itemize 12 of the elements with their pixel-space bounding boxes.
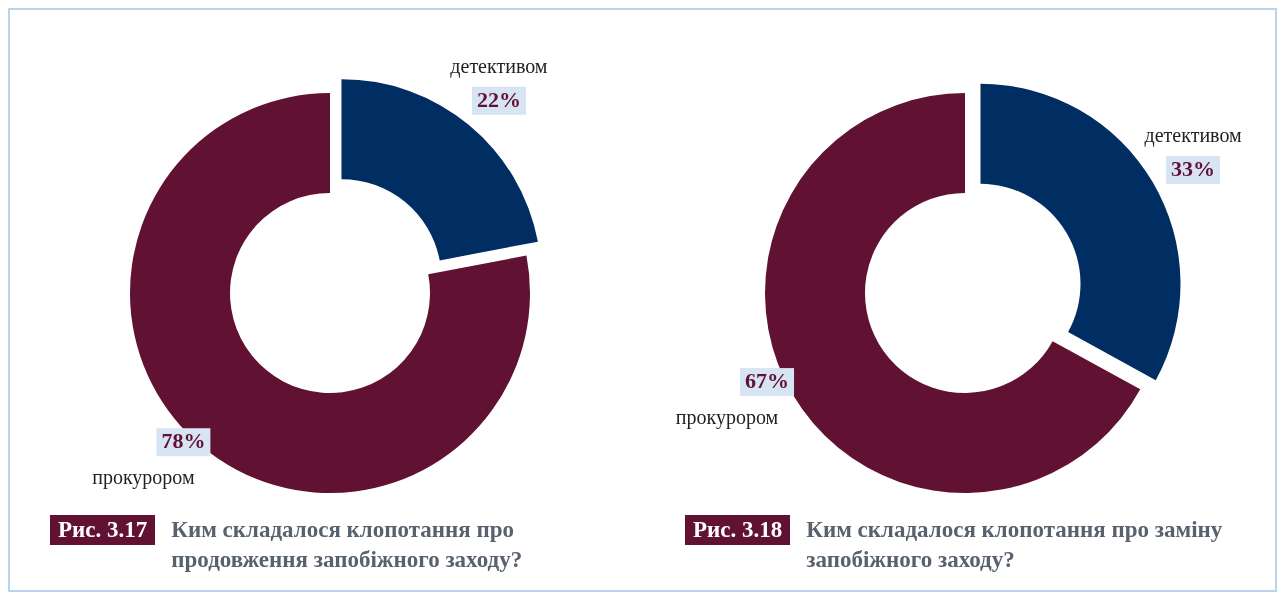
text: Рис. 3.17 — [50, 515, 156, 545]
text: Ким складалося клопотання про продовження запобіжного заходу? — [171, 516, 524, 574]
slice-label: прокурором — [675, 406, 779, 430]
slice-label: прокурором — [92, 466, 195, 490]
text: Рис. 3.18 — [685, 515, 791, 545]
text: Ким складалося клопотання про заміну запобіжного заходу? — [806, 516, 1224, 574]
data-label: 22% — [476, 86, 521, 112]
data-label: 78% — [161, 428, 206, 454]
slice-label: детективом — [1144, 124, 1243, 148]
data-label: 33% — [1171, 156, 1216, 182]
data-label: 67% — [745, 368, 790, 394]
slice-label: детективом — [450, 54, 548, 78]
